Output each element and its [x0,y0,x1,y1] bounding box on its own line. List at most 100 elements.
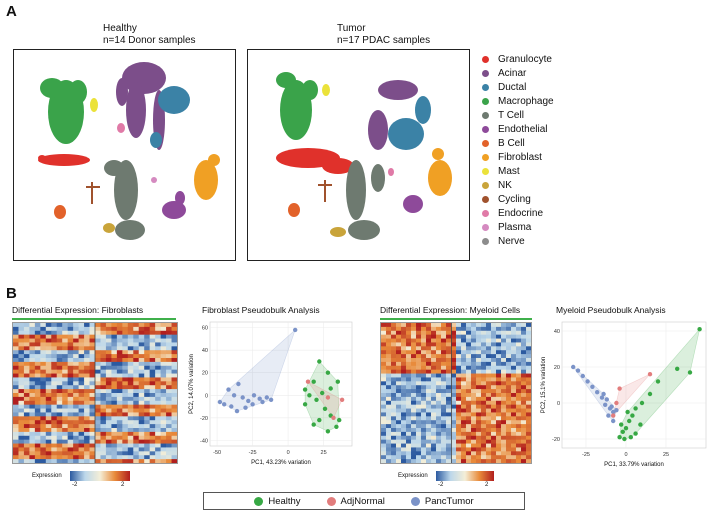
heatmap-cell [461,346,467,351]
heatmap-cell [84,400,90,406]
legend-item: T Cell [482,110,524,121]
heatmap-cell [127,346,134,351]
heatmap-cell [100,416,107,421]
heatmap-cell [441,447,447,452]
heatmap-cell [171,350,178,355]
heatmap-cell [386,326,392,332]
heatmap-cell [456,326,462,332]
heatmap-cell [506,365,512,371]
heatmap-cell [441,428,447,433]
heatmap-cell [155,404,161,409]
heatmap-cell [426,381,432,386]
heatmap-cell [100,365,107,371]
heatmap-cell [476,385,482,390]
heatmap-cell [40,385,47,390]
heatmap-cell [100,326,107,332]
heatmap-cell [526,369,532,374]
heatmap-cell [122,326,129,332]
heatmap-cell [116,369,123,374]
cluster-nk [103,223,115,233]
heatmap-cell [386,404,392,409]
data-point-panctumor [606,413,611,418]
heatmap-cell [441,443,447,448]
heatmap-cell [84,408,90,413]
heatmap-cell [426,334,432,339]
heatmap-cell [89,369,96,374]
heatmap-cell [441,326,447,332]
heatmap-cell [446,393,452,398]
heatmap-cell [416,396,422,402]
group-dot [254,496,264,506]
heatmap-cell [67,346,74,351]
heatmap-cell [496,334,502,339]
heatmap-cell [396,377,402,382]
heatmap-cell [511,400,517,406]
heatmap-cell [406,342,412,347]
heatmap-cell [160,424,167,429]
heatmap-cell [51,455,58,460]
heatmap-cell [149,358,156,363]
heatmap-cell [149,459,156,464]
heatmap-cell [476,416,482,421]
heatmap-cell [381,459,387,464]
data-point-healthy [623,426,629,431]
heatmap-cell [466,342,472,347]
heatmap-cell [95,342,101,347]
heatmap-cell [144,424,151,429]
data-point-panctumor [234,408,240,414]
heatmap-cell [34,342,41,347]
heatmap-cell [491,338,497,343]
data-point-panctumor [611,418,616,424]
heatmap-cell [521,404,527,409]
heatmap-cell [486,330,492,336]
heatmap-cell [127,350,134,355]
heatmap-cell [95,408,101,413]
data-point-adjnormal [611,413,616,418]
group-label: Healthy [268,495,301,507]
heatmap-cell [45,451,52,456]
heatmap-cell [95,346,101,351]
heatmap-cell [29,330,36,336]
panel-a-label: A [6,3,17,20]
legend-item: Fibroblast [482,152,542,163]
heatmap-cell [426,412,432,417]
heatmap-cell [105,428,112,433]
heatmap-cell [105,369,112,374]
heatmap-cell [491,369,497,374]
heatmap-cell [486,361,492,367]
heatmap-cell [466,373,472,378]
heatmap-cell [116,431,123,437]
heatmap-cell [18,408,25,413]
heatmap-cell [166,400,172,406]
heatmap-cell [416,330,422,336]
heatmap-cell [73,420,79,425]
heatmap-cell [23,358,30,363]
heatmap-cell [116,342,123,347]
heatmap-cell [446,404,452,409]
heatmap-cell [471,326,477,332]
heatmap-cell [416,334,422,339]
heatmap-cell [62,369,69,374]
heatmap-cell [411,404,417,409]
heatmap-cell [78,393,85,398]
heatmap-cell [466,377,472,382]
heatmap-cell [461,361,467,367]
heatmap-cell [501,393,507,398]
legend-dot [482,56,489,63]
heatmap-cell [421,358,427,363]
heatmap-cell [386,350,392,355]
heatmap-cell [73,447,79,452]
heatmap-cell [496,373,502,378]
heatmap-cell [62,358,69,363]
heatmap-cell [416,404,422,409]
heatmap-cell [416,350,422,355]
heatmap-cell [18,389,25,394]
heatmap-cell [138,354,145,359]
heatmap-cell [171,400,178,406]
heatmap-cell [122,420,129,425]
heatmap-cell [116,439,123,444]
heatmap-cell [45,334,52,339]
heatmap-cell [526,338,532,343]
x-tick-label: -25 [249,450,257,456]
y-axis-label: PC2, 14.07% variation [189,354,195,414]
